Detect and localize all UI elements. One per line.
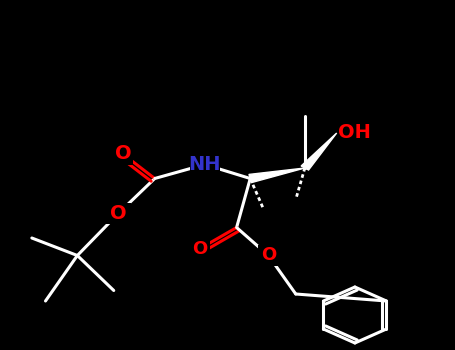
FancyBboxPatch shape [113, 144, 133, 164]
Text: O: O [115, 145, 131, 163]
FancyBboxPatch shape [106, 203, 131, 224]
Text: O: O [110, 204, 126, 223]
Polygon shape [301, 133, 337, 170]
Text: O: O [261, 246, 276, 265]
Text: NH: NH [188, 155, 221, 174]
FancyBboxPatch shape [340, 122, 369, 144]
Text: O: O [192, 239, 208, 258]
Text: OH: OH [339, 124, 371, 142]
FancyBboxPatch shape [190, 152, 219, 177]
Polygon shape [249, 168, 305, 183]
FancyBboxPatch shape [258, 245, 278, 266]
FancyBboxPatch shape [190, 238, 210, 259]
